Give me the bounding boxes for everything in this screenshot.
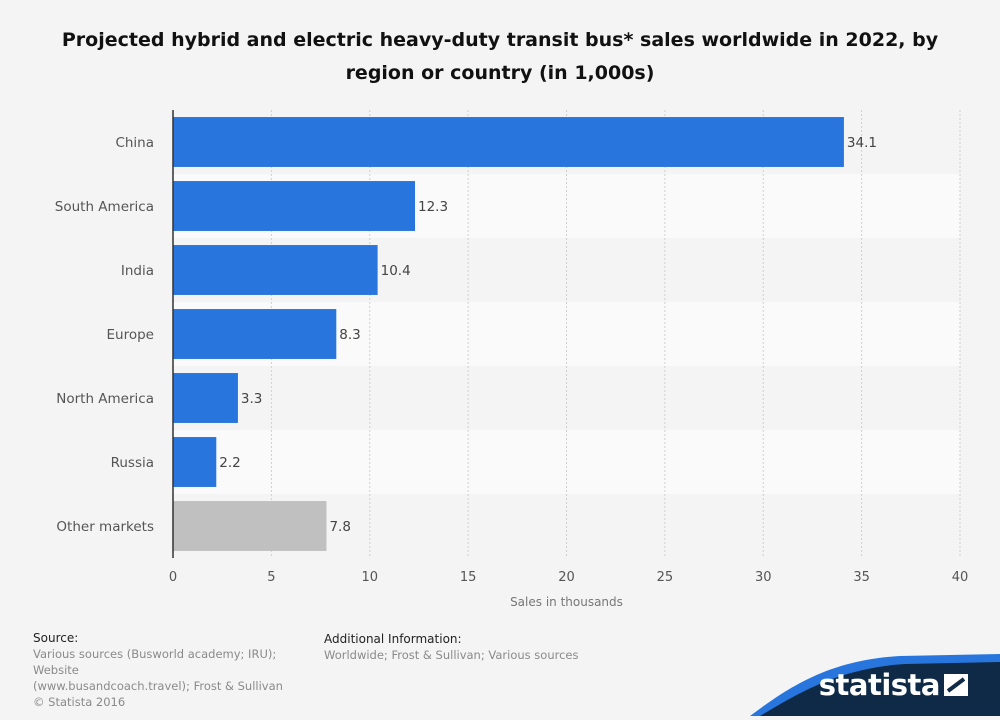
category-label: Other markets	[56, 519, 154, 535]
additional-info-block: Additional Information: Worldwide; Frost…	[324, 631, 644, 663]
x-tick-label: 20	[558, 570, 575, 585]
bars	[173, 117, 844, 551]
x-tick-label: 0	[169, 570, 177, 585]
bar	[173, 245, 378, 295]
x-tick-label: 25	[657, 570, 674, 585]
category-label: South America	[55, 199, 154, 215]
category-label: India	[121, 263, 154, 279]
x-tick-label: 35	[853, 570, 870, 585]
category-label: Russia	[111, 455, 154, 471]
value-label: 8.3	[339, 327, 360, 343]
x-tick-label: 30	[755, 570, 772, 585]
category-label: Europe	[107, 327, 154, 343]
bar	[173, 117, 844, 167]
value-label: 34.1	[847, 135, 877, 151]
x-axis-label: Sales in thousands	[510, 595, 623, 609]
category-label: China	[115, 135, 154, 151]
additional-info-heading: Additional Information:	[324, 632, 462, 646]
bar	[173, 181, 416, 231]
source-line-2: (www.busandcoach.travel); Frost & Sulliv…	[33, 679, 283, 693]
value-label: 7.8	[329, 519, 350, 535]
value-label: 10.4	[381, 263, 411, 279]
x-tick-labels: 0 5 10 15 20 25 30 35 40	[169, 570, 968, 585]
bar	[173, 373, 238, 423]
value-label: 2.2	[219, 455, 240, 471]
bar	[173, 309, 337, 359]
value-label: 3.3	[241, 391, 262, 407]
bar	[173, 437, 217, 487]
category-labels: China South America India Europe North Ameri…	[55, 135, 154, 535]
source-line-3: © Statista 2016	[33, 695, 126, 709]
source-line-1: Various sources (Busworld academy; IRU);…	[33, 647, 277, 677]
value-label: 12.3	[418, 199, 448, 215]
statista-logo-icon	[944, 674, 968, 696]
x-tick-label: 5	[267, 570, 275, 585]
bar-chart: 34.1 12.3 10.4 8.3 3.3 2.2 7.8 China South Amer…	[55, 110, 968, 609]
additional-info-text: Worldwide; Frost & Sullivan; Various sou…	[324, 648, 579, 662]
brand-wave	[750, 654, 1000, 716]
category-label: North America	[56, 391, 154, 407]
source-heading: Source:	[33, 631, 79, 645]
x-tick-label: 10	[361, 570, 378, 585]
chart-title: Projected hybrid and electric heavy-duty…	[61, 29, 939, 84]
value-labels: 34.1 12.3 10.4 8.3 3.3 2.2 7.8	[219, 135, 877, 535]
x-tick-label: 40	[952, 570, 969, 585]
source-block: Source: Various sources (Busworld academ…	[33, 630, 323, 710]
x-tick-label: 15	[460, 570, 477, 585]
bar	[173, 501, 327, 551]
statista-logo-text: statista	[818, 668, 941, 702]
statista-brand[interactable]: statista	[750, 646, 1000, 716]
